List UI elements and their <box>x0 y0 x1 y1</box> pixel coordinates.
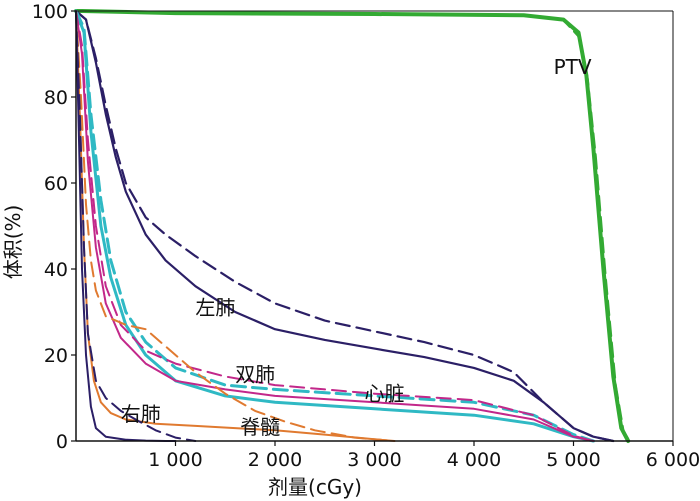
x-tick-label: 1 000 <box>148 449 202 471</box>
series-line-11 <box>75 10 177 442</box>
annotation-label: 右肺 <box>121 402 161 426</box>
annotation-label: 脊髓 <box>240 415 280 439</box>
y-tick-label: 40 <box>44 259 68 281</box>
y-tick-label: 20 <box>44 345 68 367</box>
y-axis-title: 体积(%) <box>1 205 25 280</box>
series-line-4 <box>74 9 615 443</box>
series-line-7 <box>75 10 595 442</box>
annotation-label: 心脏 <box>365 382 405 406</box>
series-line-1 <box>74 9 631 443</box>
annotation-label: 双肺 <box>235 362 275 386</box>
annotation-label: 左肺 <box>195 296 235 320</box>
x-tick-label: 5 000 <box>546 449 600 471</box>
series-group <box>74 9 631 443</box>
series-line-10 <box>75 10 396 442</box>
annotation-label: PTV <box>554 55 592 79</box>
x-tick-label: 4 000 <box>447 449 501 471</box>
y-tick-label: 60 <box>44 173 68 195</box>
y-ticks: 0 20 40 60 80 100 <box>32 1 76 453</box>
y-tick-label: 100 <box>32 1 68 23</box>
series-line-6 <box>74 9 595 443</box>
x-ticks: 1 000 2 000 3 000 4 000 5 000 6 000 <box>148 441 700 471</box>
series-line-5 <box>74 9 595 443</box>
series-line-12 <box>75 10 197 442</box>
x-axis-title: 剂量(cGy) <box>268 475 362 499</box>
x-tick-label: 6 000 <box>646 449 700 471</box>
series-line-2 <box>74 9 631 443</box>
y-tick-label: 0 <box>56 431 68 453</box>
x-tick-label: 3 000 <box>347 449 401 471</box>
y-tick-label: 80 <box>44 87 68 109</box>
x-tick-label: 2 000 <box>248 449 302 471</box>
series-line-8 <box>75 10 595 442</box>
